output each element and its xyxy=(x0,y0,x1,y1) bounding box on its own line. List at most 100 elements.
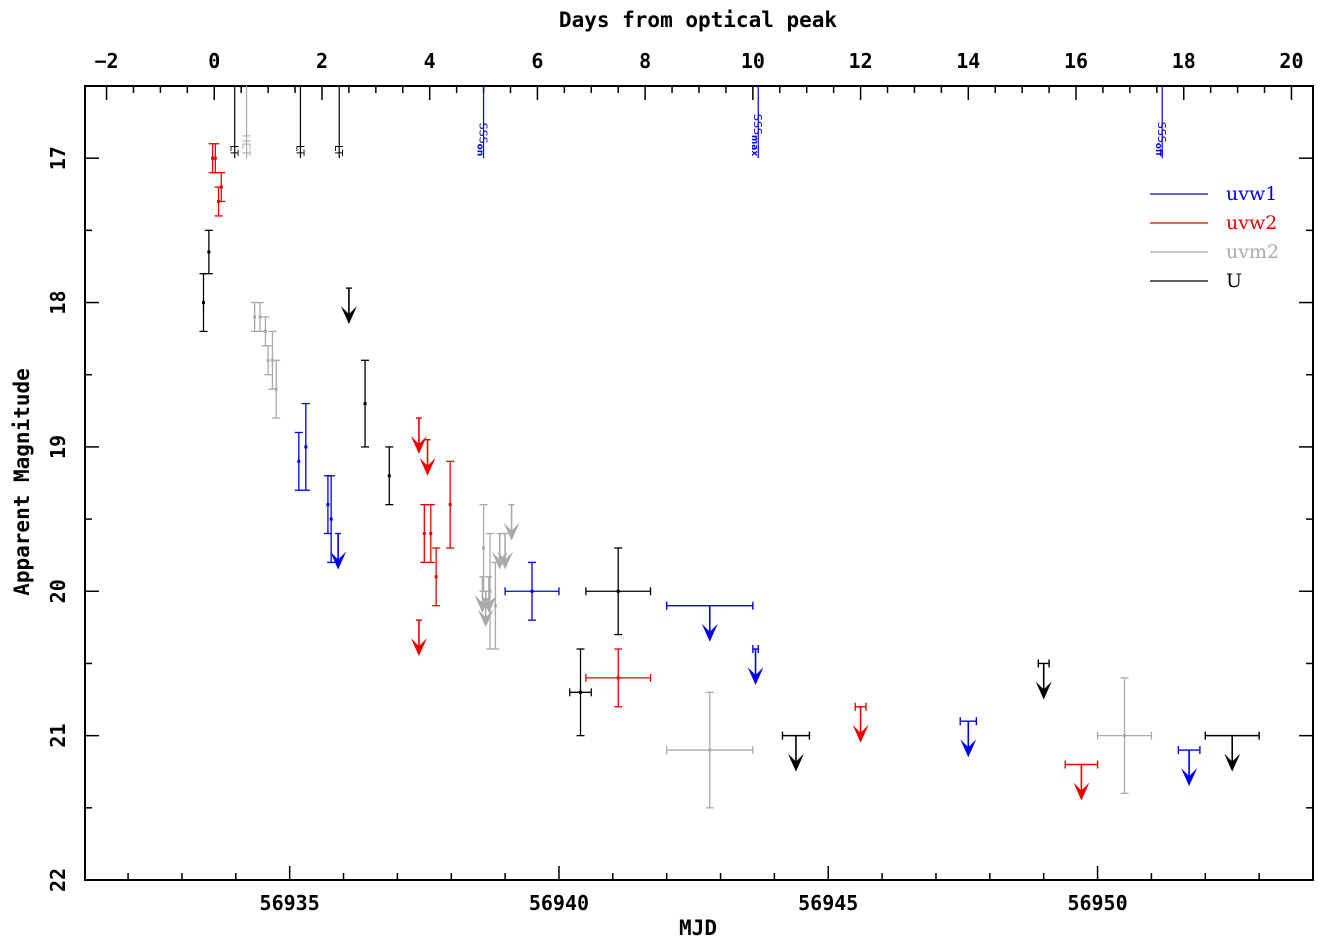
data-point-uvw2 xyxy=(446,460,455,549)
data-marker xyxy=(387,474,391,478)
data-point-uvm2 xyxy=(250,301,259,333)
y-axis-title: Apparent Magnitude xyxy=(10,368,34,596)
data-marker xyxy=(219,185,223,189)
down-arrow-icon xyxy=(480,594,497,613)
data-point-U xyxy=(204,229,213,275)
down-arrow-icon xyxy=(852,724,869,743)
data-point-uvw1 xyxy=(504,561,560,621)
down-arrow-icon xyxy=(410,638,427,657)
data-point-uvw1 xyxy=(327,475,336,564)
top-tick-label: 20 xyxy=(1279,49,1303,73)
upper-limit-uvw2 xyxy=(419,438,436,476)
data-point-uvw1 xyxy=(301,402,310,491)
down-arrow-icon xyxy=(1035,681,1052,700)
annotation-label: LT xyxy=(228,145,241,157)
data-marker xyxy=(211,156,215,160)
down-arrow-icon xyxy=(497,551,514,570)
down-arrow-icon xyxy=(410,436,427,455)
upper-limit-uvm2 xyxy=(477,590,494,628)
down-arrow-icon xyxy=(477,609,494,628)
upper-limit-uvm2 xyxy=(503,503,520,541)
top-tick-label: 8 xyxy=(639,49,651,73)
data-point-U xyxy=(385,446,394,506)
y-tick-label: 18 xyxy=(46,290,70,314)
y-tick-label: 19 xyxy=(46,435,70,459)
x-axis-title: MJD xyxy=(679,916,717,940)
upper-limit-uvm2 xyxy=(480,576,497,613)
annotation-label: SSSmax xyxy=(750,114,765,156)
data-marker xyxy=(329,517,333,521)
data-layer xyxy=(199,143,1260,809)
data-point-uvm2 xyxy=(264,345,273,376)
data-point-uvw1 xyxy=(294,431,303,491)
data-point-uvw2 xyxy=(217,171,226,203)
data-marker xyxy=(616,676,620,680)
upper-limit-uvw2 xyxy=(1064,760,1099,801)
data-marker xyxy=(263,329,267,333)
down-arrow-icon xyxy=(330,551,347,570)
upper-limit-U xyxy=(781,731,811,772)
upper-limit-uvw1 xyxy=(959,717,978,758)
down-arrow-icon xyxy=(1073,782,1090,801)
data-marker xyxy=(201,301,205,305)
x-tick-label: 56950 xyxy=(1067,891,1127,915)
data-marker xyxy=(266,358,270,362)
data-point-uvw2 xyxy=(420,504,429,564)
data-marker xyxy=(530,589,534,593)
data-marker xyxy=(253,315,257,319)
data-point-uvm2 xyxy=(486,532,495,650)
data-marker xyxy=(616,589,620,593)
top-axis-title: Days from optical peak xyxy=(559,8,838,32)
data-marker xyxy=(422,532,426,536)
data-marker xyxy=(363,402,367,406)
data-marker xyxy=(297,459,301,463)
down-arrow-icon xyxy=(787,753,804,772)
data-point-uvm2 xyxy=(272,359,281,419)
top-tick-label: 0 xyxy=(208,49,220,73)
upper-limit-U xyxy=(1035,659,1052,700)
upper-limit-uvw2 xyxy=(410,619,427,657)
data-marker xyxy=(213,156,217,160)
data-point-uvw2 xyxy=(432,547,441,607)
down-arrow-icon xyxy=(960,739,977,758)
data-marker xyxy=(579,690,583,694)
down-arrow-icon xyxy=(491,551,508,570)
annotation-label: LT xyxy=(332,145,345,157)
data-point-uvm2 xyxy=(491,561,500,650)
top-tick-label: −2 xyxy=(94,49,118,73)
x-tick-label: 56940 xyxy=(529,891,589,915)
legend: uvw1 uvw2 uvm2 U xyxy=(1150,183,1279,292)
data-marker xyxy=(207,250,211,254)
y-tick-label: 17 xyxy=(46,146,70,170)
plot-frame xyxy=(84,85,1314,881)
data-point-uvm2 xyxy=(256,301,265,333)
data-point-U xyxy=(569,648,592,737)
data-point-uvm2 xyxy=(666,691,754,809)
down-arrow-icon xyxy=(1181,768,1198,787)
data-marker xyxy=(708,748,712,752)
down-arrow-icon xyxy=(701,623,718,642)
down-arrow-icon xyxy=(747,667,764,686)
upper-limit-uvw2 xyxy=(410,417,427,455)
down-arrow-icon xyxy=(340,306,357,325)
legend-label: U xyxy=(1226,270,1242,292)
top-tick-label: 16 xyxy=(1064,49,1088,73)
data-point-uvw2 xyxy=(585,648,652,708)
x-tick-label: 56945 xyxy=(798,891,858,915)
data-marker xyxy=(1122,734,1126,738)
data-marker xyxy=(493,604,497,608)
data-point-uvm2 xyxy=(479,504,488,592)
annotation-label: SSSon xyxy=(475,123,490,157)
data-marker xyxy=(488,589,492,593)
top-tick-label: 10 xyxy=(741,49,765,73)
down-arrow-icon xyxy=(1224,753,1241,772)
data-point-U xyxy=(199,273,208,333)
top-tick-label: 4 xyxy=(424,49,436,73)
x-tick-label: 56935 xyxy=(260,891,320,915)
data-marker xyxy=(274,387,278,391)
legend-label: uvw2 xyxy=(1226,212,1277,234)
upper-limit-uvw1 xyxy=(665,601,754,642)
upper-limit-U xyxy=(340,287,357,325)
data-marker xyxy=(304,445,308,449)
